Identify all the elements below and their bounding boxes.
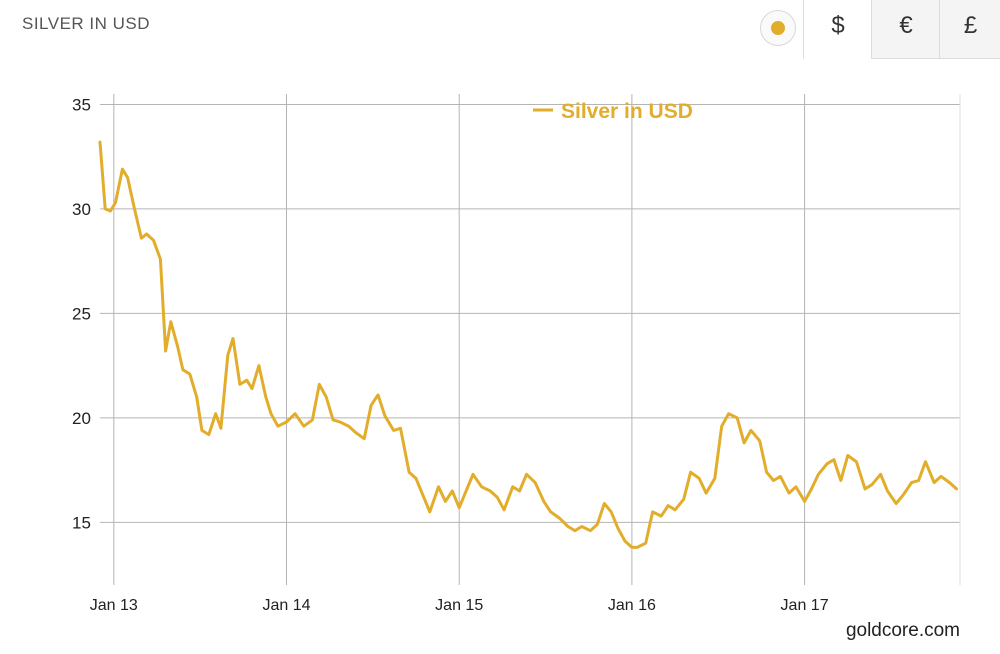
x-tick-label-2: Jan 15 (435, 597, 483, 614)
legend-label-0: Silver in USD (561, 100, 693, 123)
x-tick-label-1: Jan 14 (262, 597, 310, 614)
x-tick-label-4: Jan 17 (781, 597, 829, 614)
y-tick-label-25: 25 (72, 304, 91, 323)
series-dot-icon (771, 21, 785, 35)
tab-gbp[interactable]: £ (939, 0, 1000, 59)
tab-usd[interactable]: $ (803, 0, 872, 59)
x-tick-label-3: Jan 16 (608, 597, 656, 614)
x-tick-label-0: Jan 13 (90, 597, 138, 614)
chart-area: 15 20 25 30 35 Jan 13 Jan 14 Jan 15 Jan 16 Jan 17… (0, 58, 1000, 654)
page-title: SILVER IN USD (22, 14, 151, 33)
tab-eur[interactable]: € (871, 0, 940, 59)
silver-price-chart: 15 20 25 30 35 Jan 13 Jan 14 Jan 15 Jan 16 Jan 17… (72, 94, 961, 614)
series-line-0 (98, 140, 958, 549)
y-tick-label-20: 20 (72, 409, 91, 428)
chart-header: SILVER IN USD $ € £ (0, 0, 1000, 60)
y-tick-label-15: 15 (72, 513, 91, 532)
y-tick-label-30: 30 (72, 200, 91, 219)
series-indicator[interactable] (760, 10, 796, 46)
y-tick-label-35: 35 (72, 95, 91, 114)
source-credit: goldcore.com (845, 620, 960, 641)
